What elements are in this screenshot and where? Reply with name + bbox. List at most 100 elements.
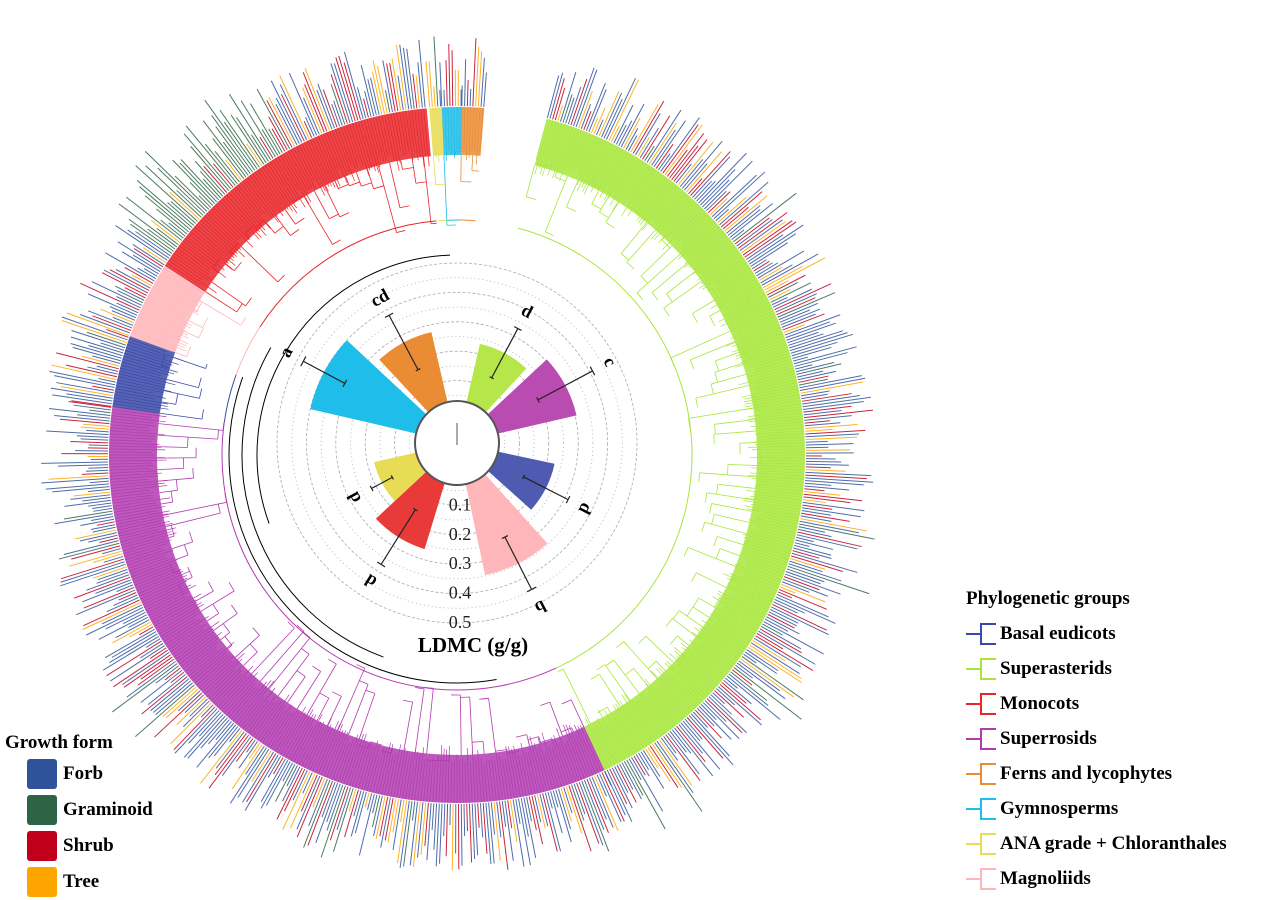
tree-branch [243,652,257,666]
tree-branch [235,635,259,657]
growth-form-spike [573,68,594,126]
tree-branch [634,668,649,686]
growth-form-spike [547,75,558,117]
legend-item: ANA grade + Chloranthales [966,826,1227,861]
clade-bracket-icon [966,658,996,680]
tree-branch [614,660,639,693]
tree-branch [545,176,567,232]
growth-form-spike [156,209,187,234]
tree-branch [712,514,714,524]
tree-branch [715,361,718,371]
growth-form-spike [161,220,184,238]
growth-form-spike [132,275,152,286]
tree-branch [234,262,241,270]
growth-form-spike [785,574,840,594]
growth-form-spike [303,72,327,131]
growth-form-spike [412,801,414,820]
growth-form-spike [801,516,832,521]
growth-form-spike [215,151,239,182]
legend-item: Tree [5,864,153,900]
tree-branch [290,229,299,235]
tree-branch [241,247,278,282]
tree-branch [562,700,571,704]
tree-branch [550,702,563,736]
tree-branch [208,582,213,591]
tree-branch [566,181,578,207]
growth-form-spike [426,61,430,107]
tree-branch [641,246,672,276]
growth-form-spike [122,252,159,274]
axis-label: LDMC (g/g) [418,633,528,657]
growth-form-spike [452,50,453,106]
growth-form-spike [806,444,854,445]
tree-branch [540,702,550,705]
growth-form-spike [102,549,121,554]
tree-branch [598,707,608,713]
tree-branch [187,346,191,356]
growth-form-spike [87,575,130,591]
growth-form-spike [186,126,235,186]
growth-form-spike [750,645,802,679]
growth-form-spike [762,624,782,635]
growth-form-spike [446,804,447,856]
growth-form-spike [632,757,663,811]
legend-label: Forb [63,763,103,785]
growth-form-spike [805,421,831,423]
tree-branch [625,668,633,675]
tree-branch [714,424,715,434]
growth-form-spike [452,804,453,870]
tree-branch [705,522,747,533]
tree-branch [349,182,359,186]
tree-branch [159,424,223,431]
tree-branch [159,490,177,492]
tree-branch [424,157,432,224]
legend-title: Phylogenetic groups [966,588,1227,610]
growth-form-spike [123,612,145,623]
tree-branch [714,419,754,424]
tree-branch [184,545,188,555]
growth-form-spike [803,500,826,503]
legend-label: Magnoliids [1000,868,1091,890]
growth-form-spike [472,804,474,859]
growth-form-spike [513,799,524,866]
growth-form-spike [797,371,823,377]
growth-form-spike [133,255,160,272]
growth-form-spike [260,137,273,158]
growth-form-spike [125,267,153,283]
tree-branch [403,700,412,702]
tree-branch [599,196,608,212]
tree-branch [526,197,536,200]
growth-form-spike [561,788,571,821]
tree-branch [666,294,672,302]
tree-branch [599,212,608,218]
tree-branch [163,502,226,515]
legend-title: Growth form [5,732,153,754]
growth-form-spike [781,309,820,325]
color-swatch [27,867,57,897]
tree-branch [671,331,730,358]
tree-branch [710,504,712,514]
tree-branch [390,163,400,208]
color-swatch [27,795,57,825]
growth-form-spike [440,804,443,864]
growth-form-spike [251,135,268,161]
growth-form-spike [604,771,611,785]
tree-branch [597,665,605,671]
tree-branch [715,372,718,382]
legend-item: Gymnosperms [966,791,1227,826]
growth-form-spike [355,792,366,833]
growth-form-spike [734,667,802,719]
growth-form-spike [268,756,280,777]
color-swatch [27,831,57,861]
growth-form-spike [778,293,835,318]
tree-branch [699,473,700,482]
tree-branch [664,308,669,316]
growth-form-spike [697,181,716,201]
tree-branch [203,318,208,328]
growth-form-spike [553,78,565,119]
significance-letter: a [275,343,297,360]
growth-form-spike [473,38,476,106]
growth-form-spike [476,47,479,107]
tree-branch [160,413,202,419]
tree-branch [431,223,437,224]
